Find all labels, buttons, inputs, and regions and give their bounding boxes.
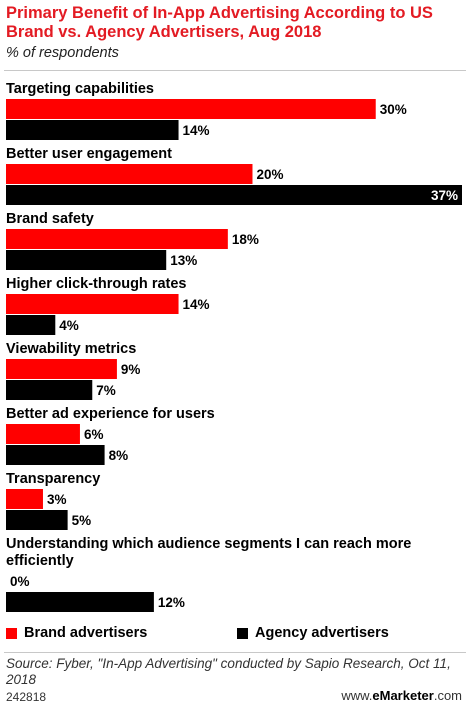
data-label: 20% — [256, 167, 283, 182]
bar-brand — [6, 164, 253, 184]
bar-brand — [6, 359, 117, 379]
data-label: 9% — [121, 362, 141, 377]
data-label: 4% — [59, 318, 79, 333]
legend-item-brand: Brand advertisers — [6, 625, 147, 641]
top-divider — [4, 70, 466, 71]
bar-agency — [6, 120, 179, 140]
bar-agency — [6, 250, 167, 270]
data-label: 12% — [158, 595, 185, 610]
bar-brand — [6, 489, 43, 509]
category-label: Transparency — [6, 471, 100, 487]
chart-subtitle: % of respondents — [6, 45, 119, 61]
category-label: Understanding which audience segments I … — [6, 536, 411, 569]
bar-agency — [6, 445, 105, 465]
data-label: 14% — [183, 297, 210, 312]
data-label: 0% — [10, 574, 30, 589]
bar-brand — [6, 99, 376, 119]
data-label: 13% — [170, 253, 197, 268]
data-label: 3% — [47, 492, 67, 507]
data-label: 8% — [109, 448, 129, 463]
bar-agency — [6, 185, 462, 205]
data-label: 6% — [84, 427, 104, 442]
data-label: 14% — [183, 123, 210, 138]
category-label: Higher click-through rates — [6, 276, 186, 292]
bar-chart: Targeting capabilities 30% 14% Better user … — [6, 81, 462, 612]
bar-brand — [6, 424, 80, 444]
bar-agency — [6, 315, 56, 335]
bar-brand — [6, 294, 179, 314]
data-label: 30% — [380, 102, 407, 117]
source-note: Source: Fyber, "In-App Advertising" cond… — [6, 656, 451, 687]
category-label: Targeting capabilities — [6, 81, 154, 97]
legend-label-agency: Agency advertisers — [255, 625, 389, 641]
bar-agency — [6, 510, 68, 530]
chart-title: Primary Benefit of In-App Advertising Ac… — [6, 4, 433, 41]
legend-swatch-brand — [6, 627, 17, 639]
data-label: 7% — [96, 383, 116, 398]
bar-agency — [6, 592, 154, 612]
bar-brand — [6, 229, 228, 249]
bottom-divider — [4, 652, 466, 653]
data-label: 18% — [232, 232, 259, 247]
data-label: 37% — [431, 188, 458, 203]
brand-logo: www.eMarketer.com — [341, 688, 462, 703]
legend-label-brand: Brand advertisers — [24, 625, 148, 641]
bar-agency — [6, 380, 93, 400]
data-label: 5% — [72, 513, 92, 528]
category-label: Better user engagement — [6, 146, 172, 162]
legend-swatch-agency — [237, 627, 248, 639]
category-label: Viewability metrics — [6, 341, 136, 357]
category-label: Brand safety — [6, 211, 94, 227]
category-label: Better ad experience for users — [6, 406, 215, 422]
chart-id: 242818 — [6, 690, 47, 704]
legend-item-agency: Agency advertisers — [237, 625, 389, 641]
